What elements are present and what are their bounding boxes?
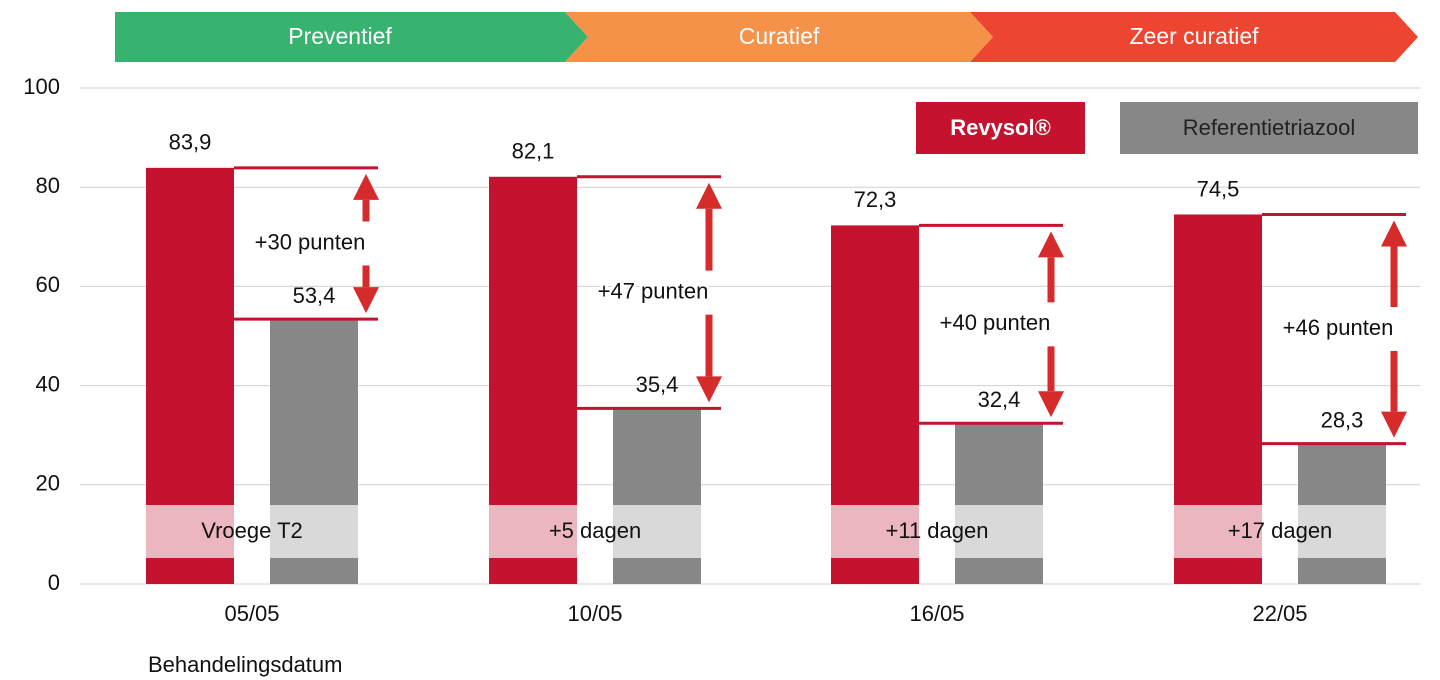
y-tick-label: 20: [36, 471, 60, 496]
y-tick-label: 40: [36, 371, 60, 396]
difference-label: +40 punten: [940, 310, 1051, 335]
timing-band: [270, 505, 358, 558]
timing-label: +17 dagen: [1228, 518, 1333, 543]
timing-band: [613, 505, 701, 558]
difference-arrow-head: [1038, 391, 1064, 418]
x-tick-label: 05/05: [224, 601, 279, 626]
value-label: 35,4: [636, 372, 679, 397]
difference-label: +30 punten: [255, 229, 366, 254]
difference-arrow-head: [353, 173, 379, 200]
difference-arrow-head: [696, 182, 722, 209]
legend-swatch: [916, 102, 1085, 154]
phase-banner: Preventief Curatief Zeer curatief: [115, 12, 1418, 62]
difference-arrow-head: [353, 287, 379, 314]
difference-arrow-head: [1381, 220, 1407, 247]
difference-arrow-head: [1038, 231, 1064, 258]
phase-arrow: [565, 12, 993, 62]
timing-band: [1174, 505, 1262, 558]
legend-label: Revysol®: [950, 115, 1051, 140]
phase-arrow: [970, 12, 1418, 62]
value-label: 83,9: [169, 130, 212, 155]
x-tick-label: 22/05: [1252, 601, 1307, 626]
value-label: 82,1: [512, 139, 555, 164]
difference-arrow-head: [696, 376, 722, 403]
timing-label: +5 dagen: [549, 518, 641, 543]
difference-label: +46 punten: [1283, 315, 1394, 340]
y-tick-label: 0: [48, 570, 60, 595]
timing-band: [577, 505, 613, 558]
timing-band: [919, 505, 955, 558]
bar: [955, 423, 1043, 584]
phase-arrow: [115, 12, 588, 62]
difference-label: +47 punten: [598, 278, 709, 303]
phase-label: Preventief: [288, 23, 392, 49]
timing-label: +11 dagen: [886, 518, 989, 543]
timing-band: [1262, 505, 1298, 558]
phase-label: Zeer curatief: [1129, 23, 1259, 49]
difference-arrow-head: [1381, 411, 1407, 438]
timing-label: Vroege T2: [201, 518, 303, 543]
y-tick-label: 100: [23, 74, 60, 99]
legend-label: Referentietriazool: [1183, 115, 1355, 140]
x-tick-label: 10/05: [567, 601, 622, 626]
value-label: 72,3: [854, 187, 897, 212]
value-label: 53,4: [293, 283, 336, 308]
y-tick-label: 80: [36, 173, 60, 198]
x-axis-label: Behandelingsdatum: [148, 652, 342, 677]
legend-swatch: [1120, 102, 1418, 154]
phase-label: Curatief: [739, 23, 820, 49]
timing-band: [955, 505, 1043, 558]
timing-band: [146, 505, 234, 558]
value-label: 32,4: [978, 387, 1021, 412]
timing-band: [234, 505, 270, 558]
timing-band: [831, 505, 919, 558]
value-label: 28,3: [1321, 407, 1364, 432]
value-label: 74,5: [1197, 176, 1240, 201]
y-tick-label: 60: [36, 272, 60, 297]
timing-band: [1298, 505, 1386, 558]
timing-band: [489, 505, 577, 558]
x-tick-label: 16/05: [909, 601, 964, 626]
